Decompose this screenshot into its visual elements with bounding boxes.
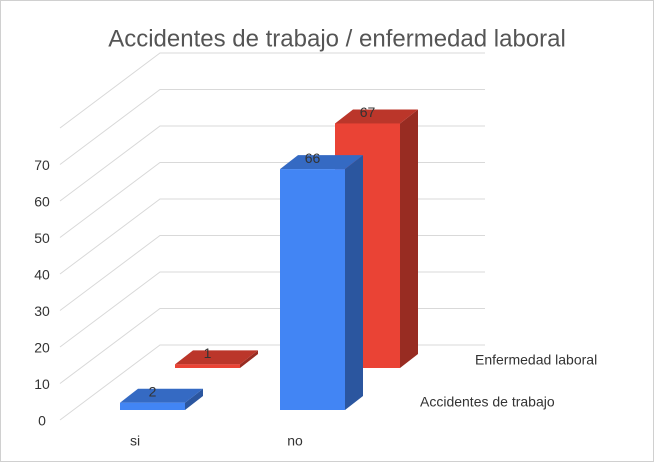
bar-top — [120, 388, 203, 403]
data-label: 2 — [149, 383, 157, 399]
axis-wall — [59, 52, 485, 129]
y-tick-label: 40 — [34, 267, 50, 283]
legend-label: Accidentes de trabajo — [420, 394, 555, 410]
legend-label: Enfermedad laboral — [475, 352, 597, 368]
bar-side — [185, 388, 203, 410]
data-label: 66 — [305, 150, 321, 166]
grid-line — [59, 89, 485, 165]
bar-top — [280, 155, 363, 170]
y-tick-label: 10 — [34, 376, 50, 392]
bar-top — [175, 350, 258, 365]
y-tick-label: 50 — [34, 230, 50, 246]
data-label: 1 — [204, 345, 212, 361]
x-tick-label: si — [130, 433, 140, 449]
chart-title: Accidentes de trabajo / enfermedad labor… — [108, 25, 566, 52]
bar-side — [400, 109, 418, 368]
bar-side — [345, 155, 363, 410]
y-tick-label: 60 — [34, 194, 50, 210]
y-tick-label: 70 — [34, 157, 50, 173]
x-tick-label: no — [287, 433, 303, 449]
data-label: 67 — [360, 104, 376, 120]
bar — [120, 402, 185, 410]
y-tick-label: 30 — [34, 303, 50, 319]
y-tick-label: 0 — [38, 413, 46, 429]
y-tick-label: 20 — [34, 340, 50, 356]
bar-top — [335, 109, 418, 124]
bar — [175, 364, 240, 368]
bar-side — [240, 350, 258, 368]
bar — [280, 169, 345, 410]
